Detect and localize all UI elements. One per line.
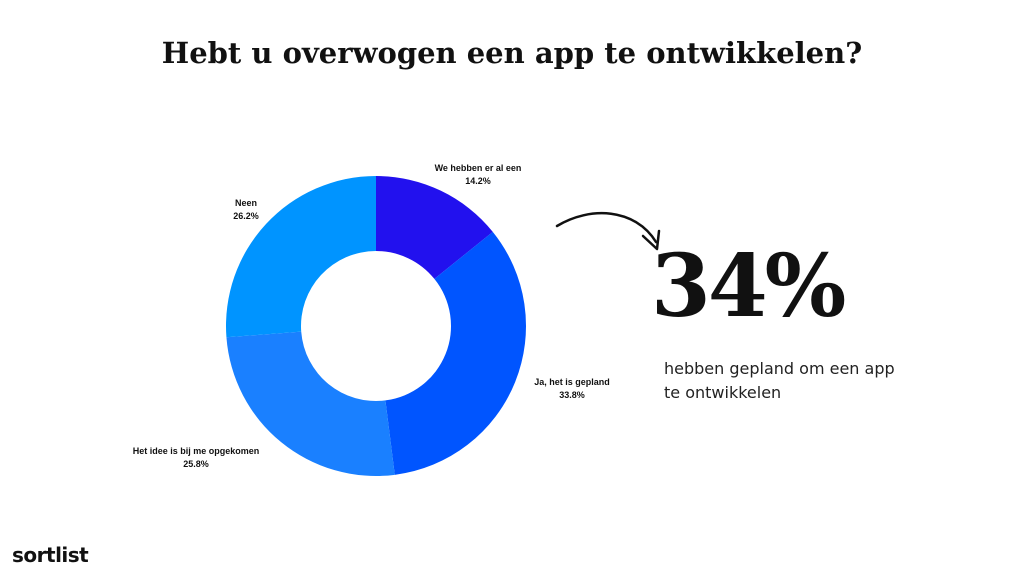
donut-slice bbox=[376, 176, 493, 279]
highlight-value: 34% bbox=[651, 236, 846, 337]
slice-label: Neen bbox=[235, 198, 257, 208]
highlight-caption: hebben gepland om een app te ontwikkelen bbox=[664, 359, 895, 402]
arrow-head bbox=[641, 229, 661, 251]
brand-logo: sortlist bbox=[12, 543, 89, 567]
slice-label: We hebben er al een bbox=[435, 163, 522, 173]
slice-label: Ja, het is gepland bbox=[534, 377, 610, 387]
chart-title: Hebt u overwogen een app te ontwikkelen? bbox=[161, 36, 863, 70]
donut-slice bbox=[385, 231, 526, 475]
slice-value-label: 14.2% bbox=[465, 176, 491, 186]
curved-arrow-icon bbox=[555, 211, 658, 244]
slice-value-label: 26.2% bbox=[233, 211, 259, 221]
slice-value-label: 33.8% bbox=[559, 390, 585, 400]
slice-value-label: 25.8% bbox=[183, 459, 209, 469]
donut-slice bbox=[226, 176, 376, 338]
slice-labels: We hebben er al een 14.2% Ja, het is gepla… bbox=[133, 163, 610, 469]
donut-slices bbox=[226, 176, 526, 476]
slice-label: Het idee is bij me opgekomen bbox=[133, 446, 260, 456]
donut-slice bbox=[226, 331, 395, 476]
